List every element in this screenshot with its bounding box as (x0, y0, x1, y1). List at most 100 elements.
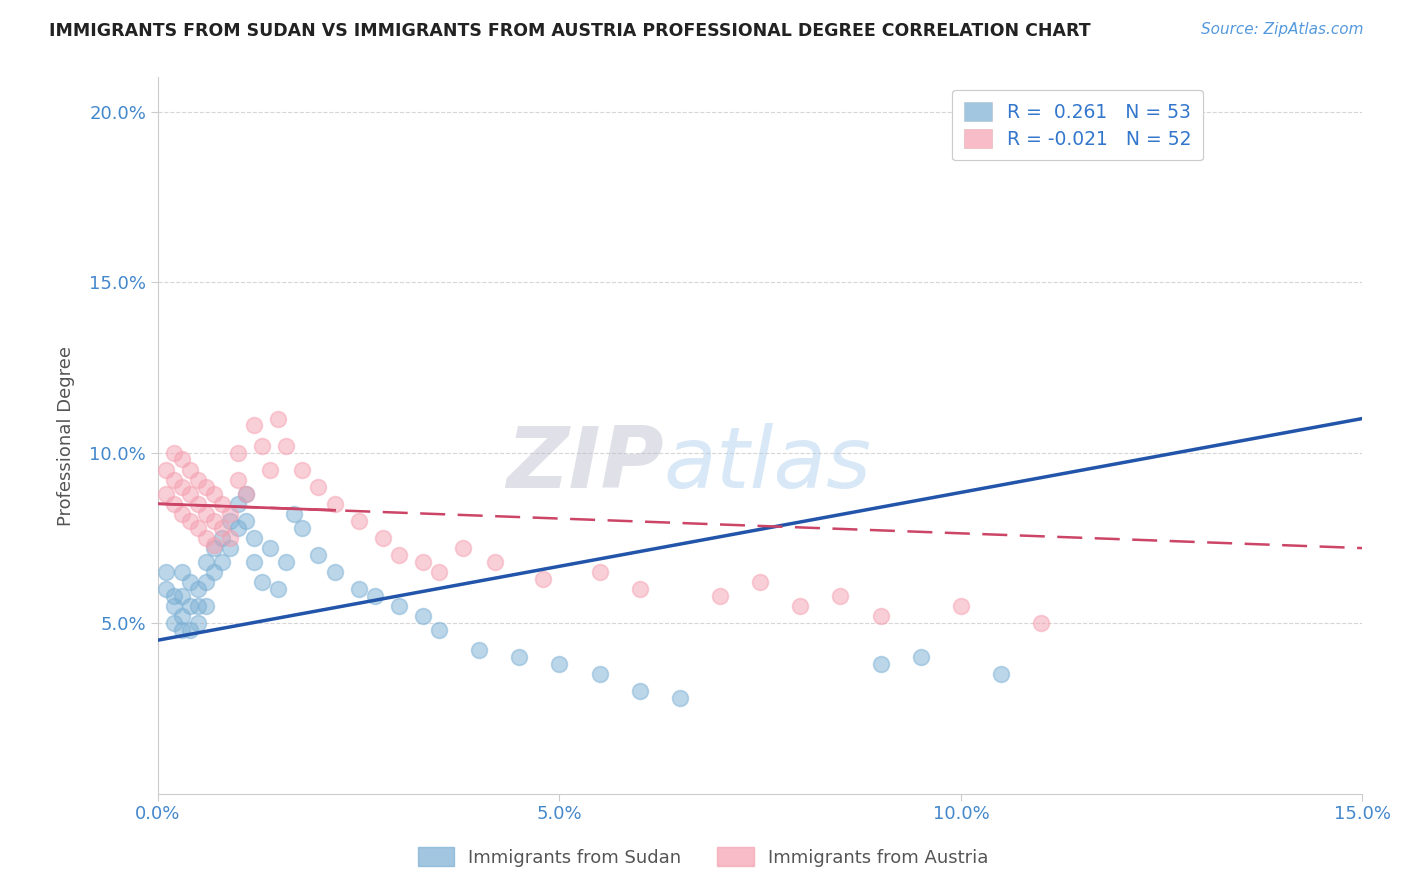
Point (170, 609, 193, 624)
Point (195, 507, 218, 521)
Point (179, 514, 201, 528)
Point (226, 445, 249, 459)
Point (179, 486, 201, 500)
Point (830, 589, 852, 603)
Point (749, 575, 772, 590)
Point (243, 531, 266, 545)
Point (226, 473, 249, 487)
Point (709, 589, 731, 603)
Point (669, 691, 692, 706)
Point (163, 589, 186, 603)
Point (219, 507, 242, 521)
Point (170, 507, 193, 521)
Point (226, 521, 249, 535)
Point (155, 486, 177, 500)
Point (163, 616, 186, 631)
Point (548, 657, 571, 671)
Point (508, 650, 530, 665)
Point (308, 548, 330, 562)
Point (628, 684, 651, 698)
Point (388, 548, 411, 562)
Point (267, 582, 290, 596)
Point (427, 623, 450, 637)
Point (187, 473, 209, 487)
Point (170, 452, 193, 467)
Point (211, 555, 233, 569)
Point (195, 599, 218, 613)
Point (364, 589, 387, 603)
Point (170, 480, 193, 494)
Point (179, 575, 201, 590)
Point (347, 582, 370, 596)
Point (388, 599, 411, 613)
Point (235, 514, 257, 528)
Point (347, 514, 370, 528)
Point (427, 565, 450, 579)
Point (202, 486, 225, 500)
Point (283, 507, 305, 521)
Point (291, 521, 314, 535)
Point (323, 497, 346, 511)
Point (163, 497, 186, 511)
Point (179, 599, 201, 613)
Point (371, 531, 394, 545)
Point (243, 555, 266, 569)
Text: Source: ZipAtlas.com: Source: ZipAtlas.com (1201, 22, 1364, 37)
Point (211, 497, 233, 511)
Point (869, 609, 891, 624)
Point (276, 439, 298, 453)
Point (990, 667, 1012, 681)
Point (211, 531, 233, 545)
Point (170, 623, 193, 637)
Text: atlas: atlas (664, 423, 872, 506)
Point (195, 575, 218, 590)
Point (219, 541, 242, 555)
Point (163, 445, 186, 459)
Point (276, 555, 298, 569)
Point (155, 582, 177, 596)
Legend: R =  0.261   N = 53, R = -0.021   N = 52: R = 0.261 N = 53, R = -0.021 N = 52 (952, 90, 1202, 161)
Point (628, 582, 651, 596)
Point (195, 555, 218, 569)
Point (484, 555, 506, 569)
Text: ZIP: ZIP (506, 423, 664, 506)
Point (155, 565, 177, 579)
Y-axis label: Professional Degree: Professional Degree (58, 345, 75, 525)
Point (219, 514, 242, 528)
Point (412, 609, 434, 624)
Legend: Immigrants from Sudan, Immigrants from Austria: Immigrants from Sudan, Immigrants from A… (411, 840, 995, 874)
Point (323, 565, 346, 579)
Point (468, 643, 491, 657)
Point (259, 541, 281, 555)
Point (195, 531, 218, 545)
Point (588, 565, 610, 579)
Point (252, 575, 274, 590)
Point (267, 411, 290, 425)
Point (949, 599, 972, 613)
Point (412, 555, 434, 569)
Point (202, 565, 225, 579)
Point (235, 486, 257, 500)
Text: IMMIGRANTS FROM SUDAN VS IMMIGRANTS FROM AUSTRIA PROFESSIONAL DEGREE CORRELATION: IMMIGRANTS FROM SUDAN VS IMMIGRANTS FROM… (49, 22, 1091, 40)
Point (163, 473, 186, 487)
Point (235, 486, 257, 500)
Point (869, 657, 891, 671)
Point (789, 599, 811, 613)
Point (211, 521, 233, 535)
Point (187, 616, 209, 631)
Point (252, 439, 274, 453)
Point (170, 589, 193, 603)
Point (202, 514, 225, 528)
Point (308, 480, 330, 494)
Point (187, 582, 209, 596)
Point (195, 480, 218, 494)
Point (187, 521, 209, 535)
Point (179, 463, 201, 477)
Point (451, 541, 474, 555)
Point (163, 599, 186, 613)
Point (202, 538, 225, 552)
Point (259, 463, 281, 477)
Point (170, 565, 193, 579)
Point (531, 572, 554, 586)
Point (226, 497, 249, 511)
